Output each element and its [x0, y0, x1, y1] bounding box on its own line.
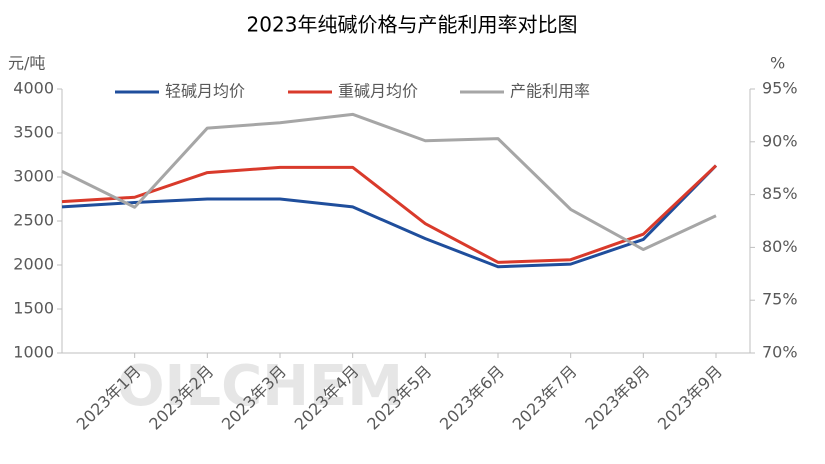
x-tick-label: 2023年7月 — [509, 362, 581, 434]
y2-tick-label: 75% — [762, 290, 798, 309]
y2-tick-label: 95% — [762, 79, 798, 98]
y-tick-label: 1500 — [13, 299, 54, 318]
x-tick-label: 2023年9月 — [654, 362, 726, 434]
y2-axis-label: % — [770, 54, 785, 73]
y-tick-label: 3500 — [13, 123, 54, 142]
y2-tick-label: 70% — [762, 343, 798, 362]
x-tick-label: 2023年8月 — [581, 362, 653, 434]
watermark: OILCHEM — [117, 354, 403, 419]
series-line — [61, 164, 718, 269]
y-tick-label: 2500 — [13, 211, 54, 230]
y-tick-label: 4000 — [13, 79, 54, 98]
legend-label: 重碱月均价 — [338, 82, 418, 101]
y-axis-label: 元/吨 — [8, 54, 45, 73]
series-line — [61, 164, 718, 264]
legend-label: 产能利用率 — [510, 82, 590, 101]
y2-tick-label: 90% — [762, 131, 798, 150]
x-tick-label: 2023年6月 — [436, 362, 508, 434]
y2-tick-label: 85% — [762, 184, 798, 203]
chart-title: 2023年纯碱价格与产能利用率对比图 — [247, 13, 578, 37]
legend-label: 轻碱月均价 — [165, 82, 245, 101]
y2-tick-label: 80% — [762, 237, 798, 256]
y-tick-label: 3000 — [13, 167, 54, 186]
series-line — [61, 112, 717, 252]
y-tick-label: 1000 — [13, 343, 54, 362]
y-tick-label: 2000 — [13, 255, 54, 274]
